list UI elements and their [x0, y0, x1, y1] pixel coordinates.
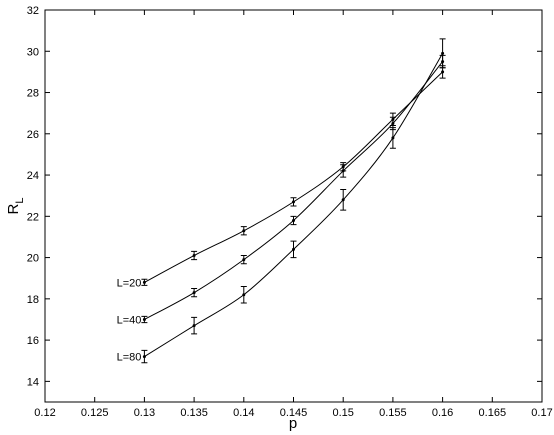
- data-point: [341, 169, 345, 173]
- x-tick-label: 0.125: [81, 407, 109, 419]
- x-tick-label: 0.165: [479, 407, 507, 419]
- x-tick-label: 0.135: [180, 407, 208, 419]
- x-tick-label: 0.12: [34, 407, 55, 419]
- series-label: L=20: [117, 277, 142, 289]
- x-tick-label: 0.16: [432, 407, 453, 419]
- data-point: [192, 324, 196, 328]
- data-point: [142, 280, 146, 284]
- y-axis-label: RL: [5, 198, 26, 215]
- x-tick-label: 0.145: [280, 407, 308, 419]
- y-axis-label-sub: L: [14, 198, 26, 204]
- series-line: [144, 61, 443, 320]
- data-point: [192, 291, 196, 295]
- y-tick-label: 14: [27, 376, 39, 388]
- data-point: [242, 258, 246, 262]
- data-point: [192, 254, 196, 258]
- y-tick-label: 24: [27, 170, 39, 182]
- x-tick-label: 0.17: [531, 407, 552, 419]
- data-point: [441, 51, 445, 55]
- data-point: [391, 121, 395, 125]
- data-point: [242, 293, 246, 297]
- y-axis-label-main: R: [5, 203, 22, 214]
- data-point: [292, 218, 295, 222]
- data-point: [292, 247, 295, 251]
- x-tick-label: 0.155: [379, 407, 407, 419]
- y-tick-label: 22: [27, 211, 39, 223]
- x-tick-label: 0.13: [134, 407, 155, 419]
- y-tick-label: 28: [27, 88, 39, 100]
- x-tick-label: 0.14: [233, 407, 254, 419]
- data-point: [242, 229, 246, 233]
- data-point: [441, 70, 445, 74]
- x-axis-label: p: [289, 415, 297, 432]
- x-tick-label: 0.15: [332, 407, 353, 419]
- data-point: [142, 355, 146, 359]
- series-label: L=40: [117, 314, 142, 326]
- data-point: [292, 200, 295, 204]
- y-tick-label: 32: [27, 5, 39, 17]
- y-tick-label: 18: [27, 294, 39, 306]
- y-tick-label: 16: [27, 335, 39, 347]
- y-tick-label: 30: [27, 46, 39, 58]
- data-point: [341, 198, 345, 202]
- data-point: [142, 317, 146, 321]
- y-tick-label: 26: [27, 129, 39, 141]
- series-label: L=80: [117, 352, 142, 364]
- data-point: [391, 136, 395, 140]
- y-tick-label: 20: [27, 253, 39, 265]
